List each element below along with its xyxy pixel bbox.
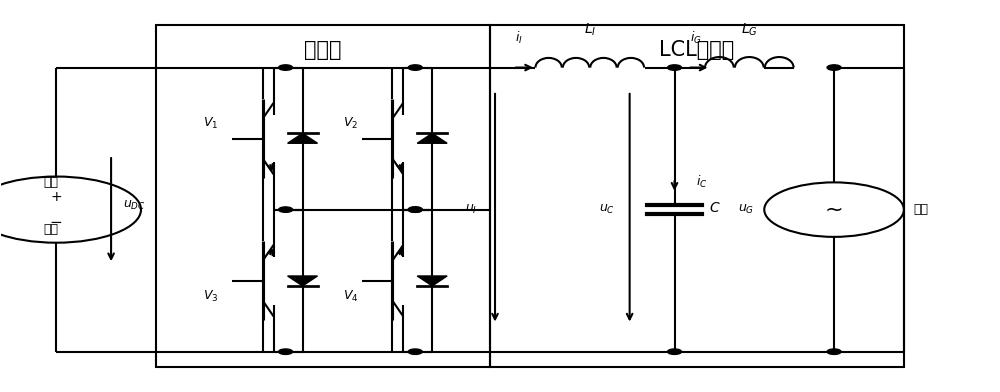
Text: $u_{DC}$: $u_{DC}$ xyxy=(123,199,146,212)
Text: $C$: $C$ xyxy=(709,201,721,215)
Circle shape xyxy=(408,207,422,212)
Text: $V_1$: $V_1$ xyxy=(203,116,218,131)
Circle shape xyxy=(408,207,422,212)
Text: 逆变器: 逆变器 xyxy=(304,40,342,60)
Text: $u_I$: $u_I$ xyxy=(465,203,477,216)
Text: $i_C$: $i_C$ xyxy=(696,174,708,190)
Text: $i_I$: $i_I$ xyxy=(515,30,523,46)
Text: $V_3$: $V_3$ xyxy=(203,289,219,304)
Text: 电源: 电源 xyxy=(44,223,59,236)
Text: 电网: 电网 xyxy=(914,203,929,216)
Polygon shape xyxy=(288,276,318,286)
Circle shape xyxy=(408,65,422,70)
Polygon shape xyxy=(417,276,447,286)
Bar xyxy=(490,25,904,367)
Text: $V_2$: $V_2$ xyxy=(343,116,358,131)
Polygon shape xyxy=(417,133,447,143)
Circle shape xyxy=(279,207,293,212)
Text: $u_C$: $u_C$ xyxy=(599,203,615,216)
Circle shape xyxy=(279,349,293,354)
Text: $L_G$: $L_G$ xyxy=(741,22,758,38)
Text: $L_I$: $L_I$ xyxy=(584,22,596,38)
Circle shape xyxy=(279,65,293,70)
Text: $i_G$: $i_G$ xyxy=(690,30,701,46)
Text: +: + xyxy=(50,190,62,204)
Text: LCL滤波器: LCL滤波器 xyxy=(659,40,735,60)
Text: $u_G$: $u_G$ xyxy=(738,203,754,216)
Circle shape xyxy=(827,65,841,70)
Text: 直流: 直流 xyxy=(44,176,59,189)
Circle shape xyxy=(668,349,681,354)
Circle shape xyxy=(668,65,681,70)
Text: ~: ~ xyxy=(825,200,843,220)
Circle shape xyxy=(408,349,422,354)
Circle shape xyxy=(827,349,841,354)
Text: −: − xyxy=(50,215,63,230)
Bar xyxy=(156,25,490,367)
Polygon shape xyxy=(288,133,318,143)
Text: $V_4$: $V_4$ xyxy=(343,289,358,304)
